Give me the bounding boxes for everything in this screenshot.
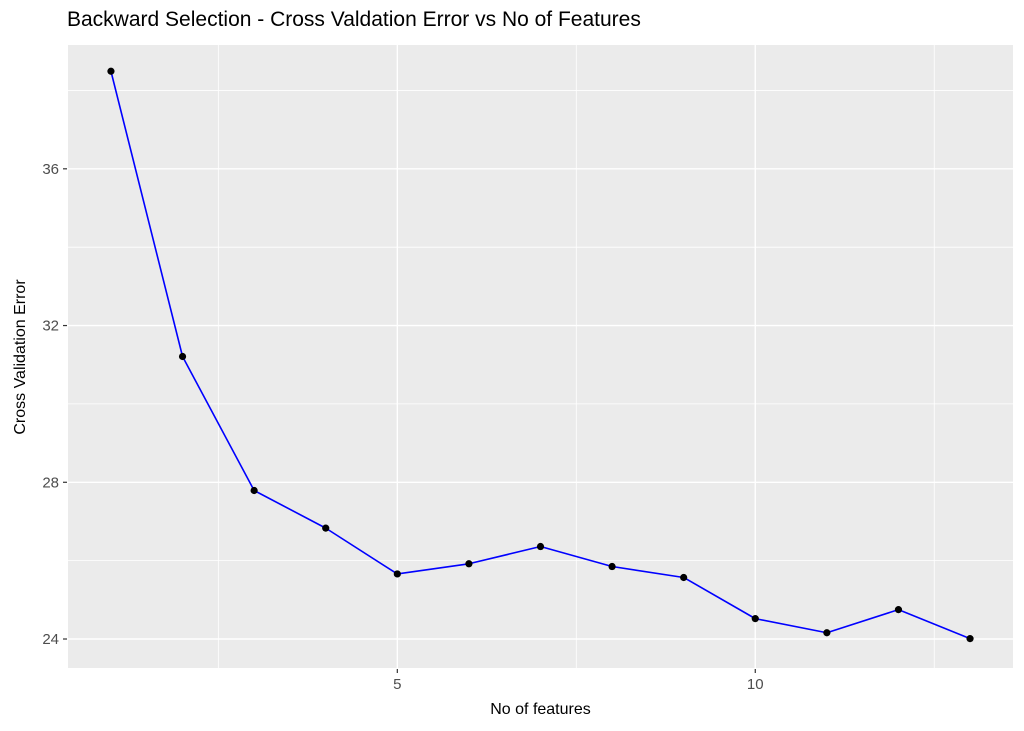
data-point [680,573,688,582]
data-point [751,615,759,623]
data-point [823,629,831,637]
data-point [608,562,616,571]
y-tick-label: 28 [42,474,59,491]
data-point [536,542,545,551]
x-tick-label: 10 [747,676,764,693]
data-point [322,524,330,532]
panel-background [68,45,1013,668]
data-point [465,560,473,568]
data-point [393,570,401,578]
y-axis-title: Cross Validation Error [12,279,29,435]
data-point [250,486,258,495]
data-point [178,352,187,361]
data-point [894,606,903,614]
data-point [107,67,115,75]
y-tick-label: 36 [42,161,59,178]
data-point [966,635,974,643]
x-tick-label: 5 [393,676,401,693]
y-tick-label: 24 [42,631,59,648]
x-axis-title: No of features [490,701,591,718]
y-tick-label: 32 [42,318,59,335]
chart-title: Backward Selection - Cross Valdation Err… [67,8,641,31]
